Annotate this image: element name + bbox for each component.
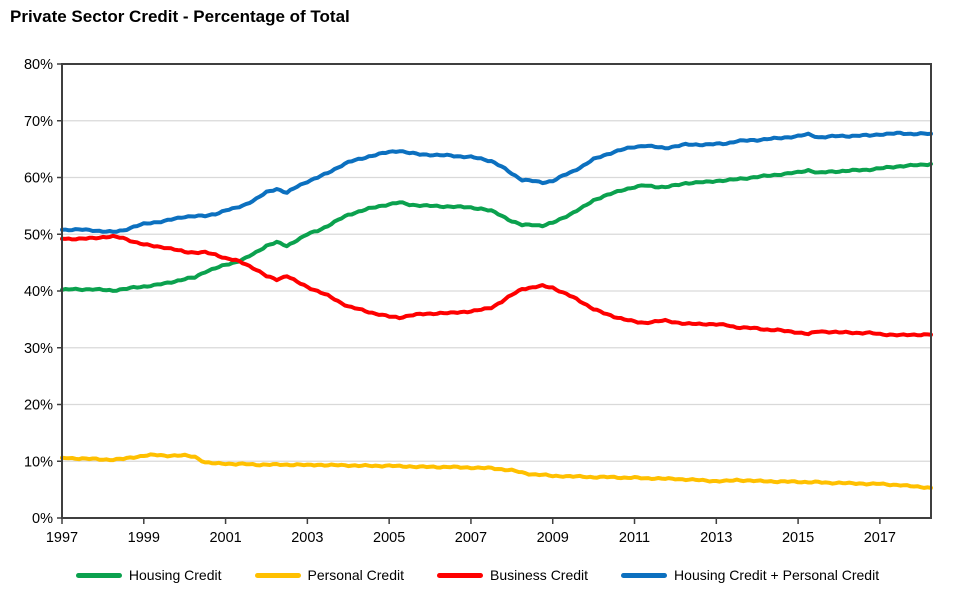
x-axis-tick-label: 2013 [700,530,732,546]
x-axis-tick-label: 2001 [209,530,241,546]
series-line-personal-credit [60,452,933,490]
legend-swatch-personal-credit [254,572,301,578]
y-axis-tick-label: 20% [24,398,53,414]
legend-item-business-credit: Business Credit [437,567,588,583]
legend-swatch-housing-credit [75,572,122,578]
plot-area: 0% 10% 20% 30% 40% 50% 60% 70% 80% 1997 1999 2001 20… [24,57,933,546]
x-axis-tick-label: 2011 [619,530,650,546]
legend-item-personal-credit: Personal Credit [254,567,405,583]
legend-label-housing-credit: Housing Credit [128,567,222,583]
y-axis-tick-label: 0% [32,511,53,527]
x-axis-tick-label: 2003 [291,530,323,546]
x-axis-tick-label: 2005 [373,530,405,546]
series-line-housing-credit-personal-credit [60,130,933,234]
x-axis-tick-label: 2017 [864,530,896,546]
legend-label-business-credit: Business Credit [490,567,589,583]
y-axis-tick-label: 30% [24,341,53,357]
x-axis-tick-label: 1997 [46,530,78,546]
series-line-housing-credit [60,161,933,293]
legend-swatch-business-credit [437,572,483,578]
y-axis-tick-label: 50% [24,227,53,243]
series-line-business-credit [60,233,933,338]
x-axis-tick-label: 2007 [455,530,487,546]
legend-item-housing-credit: Housing Credit [75,567,222,583]
legend: Housing Credit Personal Credit Business Cr… [0,562,955,588]
y-axis-tick-label: 70% [24,114,53,130]
legend-item-housing-credit-personal-credit: Housing Credit + Personal Credit [621,567,879,583]
x-axis-tick-label: 2015 [782,530,814,546]
legend-label-housing-credit-personal-credit: Housing Credit + Personal Credit [674,567,880,583]
y-axis-tick-label: 40% [24,284,53,300]
y-axis-tick-label: 80% [24,57,53,73]
x-axis-tick-label: 2009 [537,530,569,546]
x-axis-tick-label: 1999 [128,530,160,546]
chart-title: Private Sector Credit - Percentage of To… [10,7,350,26]
y-axis-tick-label: 10% [24,454,53,470]
y-axis-tick-label: 60% [24,171,53,187]
legend-label-personal-credit: Personal Credit [307,567,405,583]
legend-swatch-housing-credit-personal-credit [621,572,668,578]
